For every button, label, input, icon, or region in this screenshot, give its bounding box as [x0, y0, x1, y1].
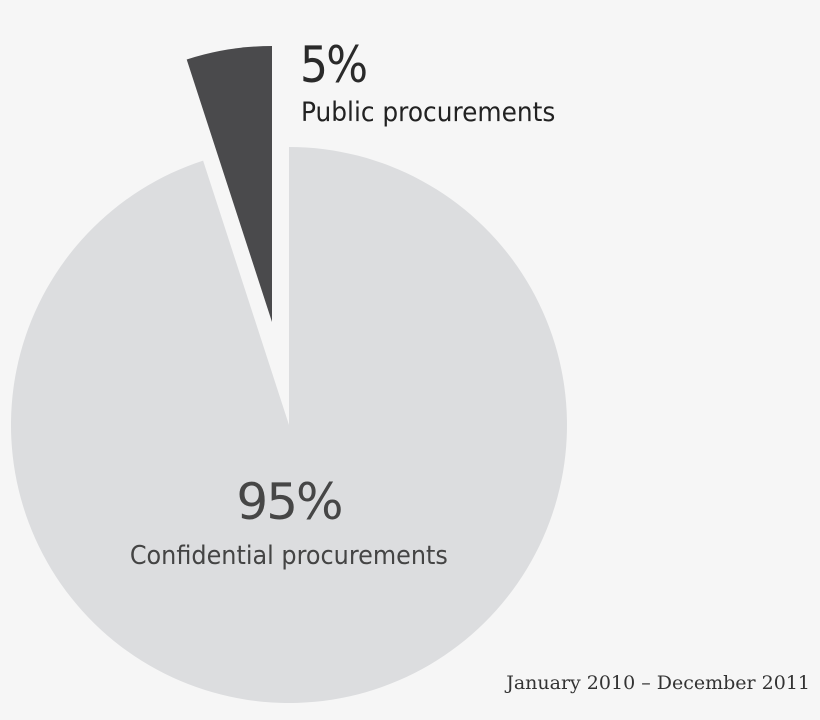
public-category-label: Public procurements — [301, 97, 556, 128]
date-range-note: January 2010 – December 2011 — [506, 672, 810, 694]
confidential-category-label: Confidential procurements — [129, 541, 449, 571]
slice-confidential — [10, 147, 567, 703]
confidential-percent-label: 95% — [236, 473, 343, 531]
slice-public — [186, 45, 272, 322]
public-percent-label: 5% — [300, 36, 368, 94]
